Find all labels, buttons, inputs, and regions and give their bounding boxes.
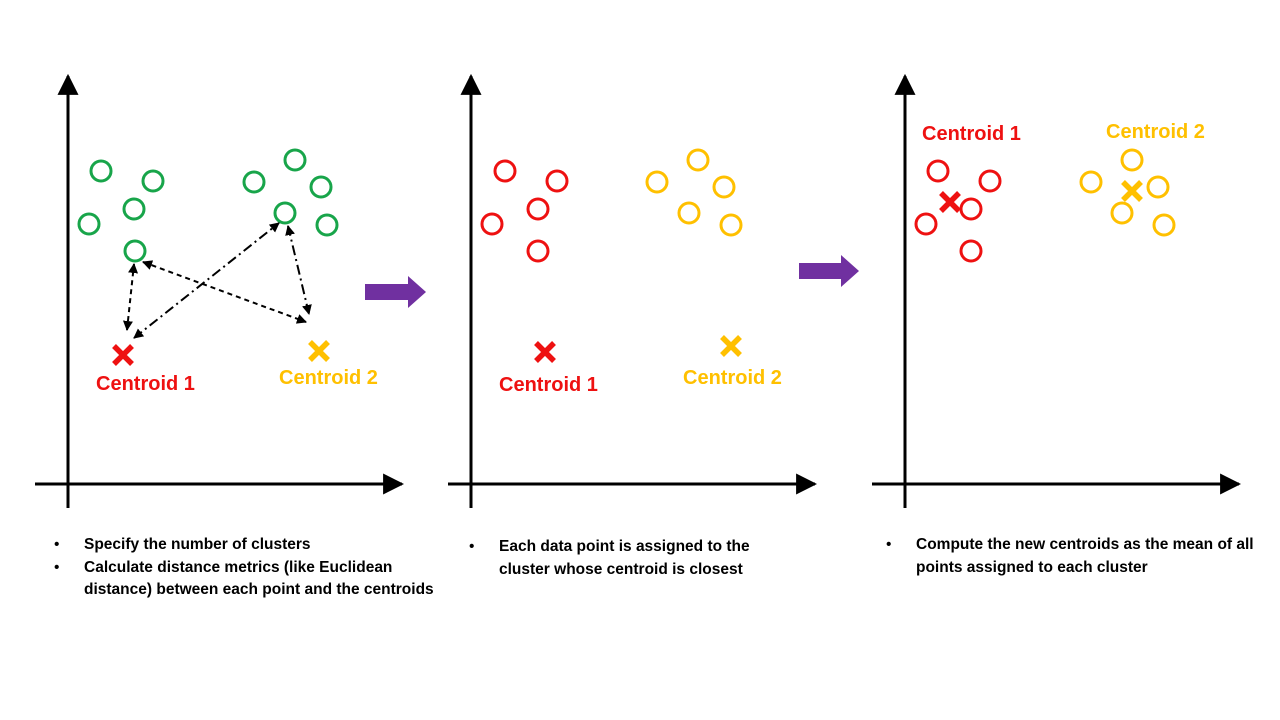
green-data-points [77, 148, 339, 263]
circle-icon [926, 159, 950, 183]
right-arrow-icon [365, 276, 426, 308]
panel-update-centroids: Centroid 1 Centroid 2 [872, 73, 1242, 508]
circle-icon [719, 213, 743, 237]
circle-icon [480, 212, 504, 236]
panel-assign-points: Centroid 1 Centroid 2 [448, 73, 818, 508]
centroid-2-label: Centroid 2 [279, 367, 378, 389]
circle-icon [123, 239, 147, 263]
circle-icon [89, 159, 113, 183]
centroid-1-label: Centroid 1 [96, 373, 195, 395]
circle-icon [493, 159, 517, 183]
red-data-points [914, 159, 1002, 263]
caption-bullet: Specify the number of clusters [54, 534, 449, 557]
yellow-data-points [1079, 148, 1176, 237]
panel-2-captions: Each data point is assigned to the clust… [469, 536, 799, 581]
circle-icon [677, 201, 701, 225]
circle-icon [645, 170, 669, 194]
distance-arrow [142, 260, 307, 324]
circle-icon [545, 169, 569, 193]
circle-icon [1079, 170, 1103, 194]
circle-icon [526, 197, 550, 221]
panel-3-captions: Compute the new centroids as the mean of… [886, 534, 1256, 579]
circle-icon [978, 169, 1002, 193]
circle-icon [914, 212, 938, 236]
cross-mark-icon [536, 343, 554, 361]
centroid-2-label: Centroid 2 [1106, 121, 1205, 143]
caption-bullet: Each data point is assigned to the clust… [469, 536, 799, 581]
cross-mark-icon [310, 342, 328, 360]
cross-mark-icon [941, 193, 959, 211]
distance-arrows [122, 222, 312, 339]
caption-bullet: Compute the new centroids as the mean of… [886, 534, 1256, 579]
axes [448, 73, 818, 508]
circle-icon [242, 170, 266, 194]
circle-icon [1120, 148, 1144, 172]
circle-icon [77, 212, 101, 236]
cross-mark-icon [114, 346, 132, 364]
distance-arrow [122, 263, 139, 331]
cross-mark-icon [1123, 182, 1141, 200]
circle-icon [526, 239, 550, 263]
circle-icon [309, 175, 333, 199]
centroid-1-label: Centroid 1 [922, 123, 1021, 145]
circle-icon [959, 197, 983, 221]
centroid-1-label: Centroid 1 [499, 374, 598, 396]
circle-icon [283, 148, 307, 172]
circle-icon [1110, 201, 1134, 225]
distance-arrow [285, 225, 312, 315]
circle-icon [1146, 175, 1170, 199]
circle-icon [712, 175, 736, 199]
red-data-points [480, 159, 569, 263]
circle-icon [959, 239, 983, 263]
circle-icon [686, 148, 710, 172]
circle-icon [141, 169, 165, 193]
circle-icon [315, 213, 339, 237]
circle-icon [122, 197, 146, 221]
circle-icon [1152, 213, 1176, 237]
axes [35, 73, 405, 508]
circle-icon [273, 201, 297, 225]
right-arrow-icon [799, 255, 859, 287]
panel-specify-and-measure: Centroid 1 Centroid 2 [35, 73, 405, 508]
axes [872, 73, 1242, 508]
yellow-data-points [645, 148, 743, 237]
cross-mark-icon [722, 337, 740, 355]
centroid-2-label: Centroid 2 [683, 367, 782, 389]
distance-arrow [133, 222, 280, 339]
panel-1-captions: Specify the number of clusters Calculate… [54, 534, 449, 602]
caption-bullet: Calculate distance metrics (like Euclide… [54, 557, 449, 602]
